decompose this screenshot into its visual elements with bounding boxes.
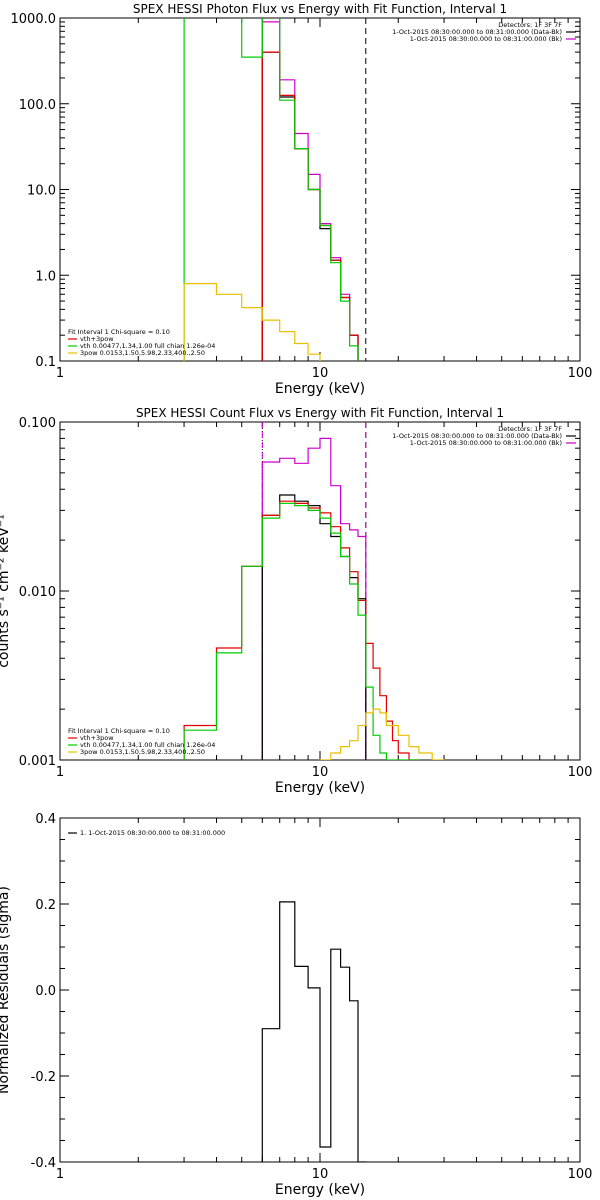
legend-text: Fit Interval 1 Chi-square = 0.10 <box>68 727 170 735</box>
x-tick-label: 10 <box>312 1167 329 1182</box>
x-tick-label: 10 <box>312 765 329 780</box>
y-tick-label: 0.0 <box>35 984 56 999</box>
x-tick-label: 1 <box>56 1167 64 1182</box>
series-line <box>261 437 367 760</box>
y-tick-label: 0.4 <box>35 812 56 827</box>
x-axis: 1 10 100 Energy (keV) <box>56 422 593 796</box>
legend-text: 3pow 0.0153,1.50,5.98,2.33,400.,2.50 <box>80 748 205 756</box>
y-axis: -0.4 -0.2 0.0 0.2 0.4 Normalized Residuals (s… <box>0 812 580 1171</box>
chart-title: SPEX HESSI Photon Flux vs Energy with Fi… <box>133 2 507 16</box>
x-axis: 1 10 100 Energy (keV) <box>56 818 593 1198</box>
x-tick-label: 10 <box>312 366 329 381</box>
x-tick-label: 100 <box>568 765 593 780</box>
header-text: Detectors: 1F 3F 7F <box>498 21 562 29</box>
y-tick-label: 1.0 <box>35 269 56 284</box>
legend-text: vth 0.00477,1.34,1.00 full chian 1.26e-0… <box>80 741 215 749</box>
series-group <box>261 901 367 1162</box>
header-text: 1-Oct-2015 08:30:00.000 to 08:31:00.000 … <box>392 432 562 440</box>
x-tick-label: 100 <box>568 366 593 381</box>
y-tick-label: -0.4 <box>31 1156 56 1171</box>
header-text: 1-Oct-2015 08:30:00.000 to 08:31:00.000 … <box>410 439 562 447</box>
y-tick-label: 10.0 <box>27 184 56 199</box>
header-text: Detectors: 1F 3F 7F <box>498 425 562 433</box>
series-line <box>183 500 420 760</box>
series-line <box>183 283 321 361</box>
x-axis-label: Energy (keV) <box>275 1182 365 1198</box>
y-tick-label: 0.001 <box>19 754 56 769</box>
y-tick-label: 0.010 <box>19 585 56 600</box>
y-tick-label: 100.0 <box>19 98 56 113</box>
x-axis: 1 10 100 Energy (keV) <box>56 18 593 397</box>
x-tick-label: 1 <box>56 366 64 381</box>
x-tick-label: 1 <box>56 765 64 780</box>
count-flux-panel: SPEX HESSI Count Flux vs Energy with Fit… <box>0 406 592 796</box>
x-axis-label: Energy (keV) <box>275 381 365 397</box>
y-axis-label: Normalized Residuals (sigma) <box>0 886 12 1094</box>
legend-text: vth+3pow <box>80 734 114 742</box>
series-line <box>261 51 359 361</box>
series-line <box>183 18 359 361</box>
photon-flux-panel: SPEX HESSI Photon Flux vs Energy with Fi… <box>11 2 593 397</box>
y-axis-label: counts s⁻¹ cm⁻² keV⁻¹ <box>0 514 12 668</box>
legend-text: vth 0.00477,1.34,1.00 full chian 1.26e-0… <box>80 342 215 350</box>
chart-title: SPEX HESSI Count Flux vs Energy with Fit… <box>136 406 504 420</box>
series-line <box>261 21 359 361</box>
plot-frame <box>59 421 581 761</box>
series-line <box>261 51 359 361</box>
y-tick-label: 0.1 <box>35 355 56 370</box>
series-line <box>261 901 367 1162</box>
y-tick-label: 0.2 <box>35 898 56 913</box>
series-group <box>183 437 445 760</box>
y-tick-label: -0.2 <box>31 1070 56 1085</box>
legend-text: 1. 1-Oct-2015 08:30:00.000 to 08:31:00.0… <box>80 829 225 837</box>
header-text: 1-Oct-2015 08:30:00.000 to 08:31:00.000 … <box>392 28 562 36</box>
legend-text: Fit Interval 1 Chi-square = 0.10 <box>68 328 170 336</box>
series-line <box>261 494 367 760</box>
series-line <box>319 708 445 760</box>
residuals-panel: 1 10 100 Energy (keV) -0.4 -0.2 0.0 0.2 0.4 Norma… <box>0 812 592 1198</box>
legend-text: vth+3pow <box>80 335 114 343</box>
x-axis-label: Energy (keV) <box>275 780 365 796</box>
y-axis: 0.1 1.0 10.0 100.0 1000.0 <box>11 12 580 370</box>
x-tick-label: 100 <box>568 1167 593 1182</box>
legend-text: 3pow 0.0153,1.50,5.98,2.33,400.,2.50 <box>80 349 205 357</box>
series-group <box>183 18 359 361</box>
y-axis: 0.001 0.010 0.100 counts s⁻¹ cm⁻² keV⁻¹ <box>0 416 580 769</box>
header-text: 1-Oct-2015 08:30:00.000 to 08:31:00.000 … <box>410 35 562 43</box>
y-tick-label: 0.100 <box>19 416 56 431</box>
series-line <box>183 502 420 760</box>
y-tick-label: 1000.0 <box>11 12 57 27</box>
